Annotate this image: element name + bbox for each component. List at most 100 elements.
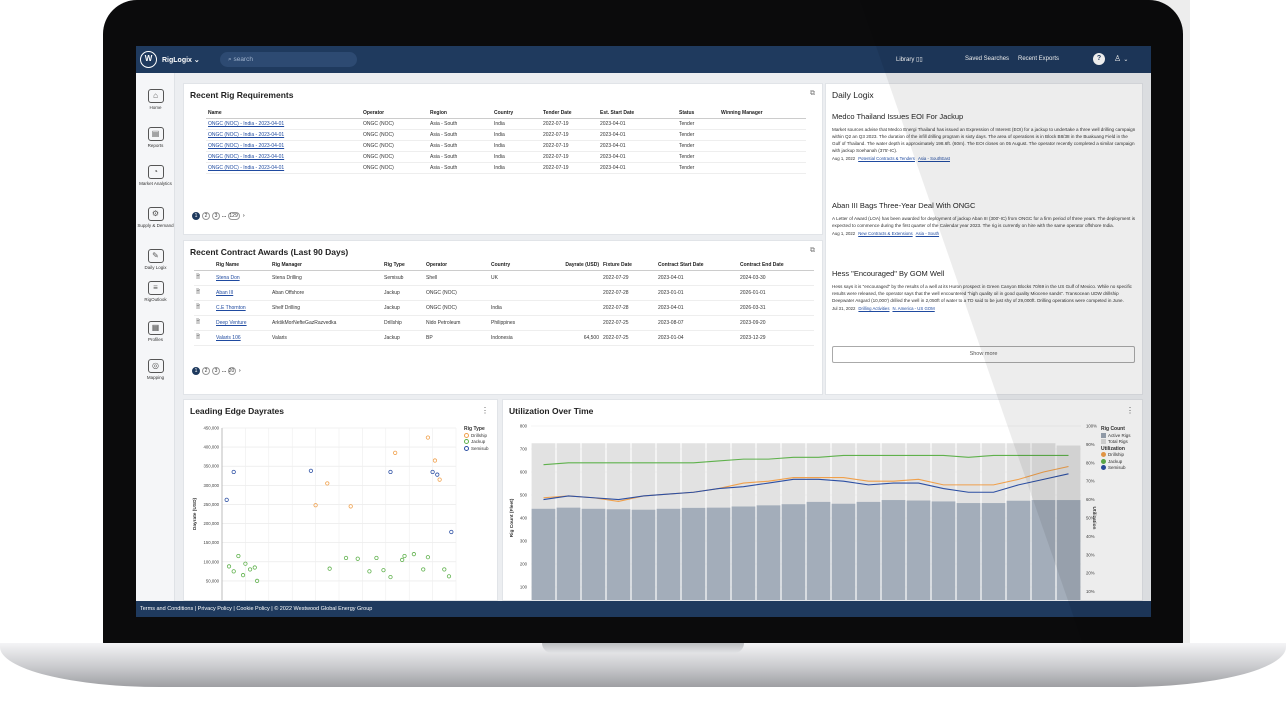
rig-link[interactable]: Stena Don [214,270,270,286]
external-link-icon[interactable]: ⧉ [810,90,815,97]
saved-searches-link[interactable]: Saved Searches [965,56,1010,62]
col-header[interactable]: Winning Manager [719,108,806,119]
sidebar-item-daily-logix[interactable]: ✎ Daily Logix [136,249,175,270]
cell: BP [424,330,489,346]
col-header[interactable]: Country [492,108,541,119]
brand-menu[interactable]: RigLogix ⌄ [162,56,200,64]
requirement-link[interactable]: ONGC (NOC) - India - 2023-04-01 [206,129,361,141]
news-headline[interactable]: Aban III Bags Three-Year Deal With ONGC [832,201,976,210]
y2-tick-label: 90% [1086,442,1095,447]
more-options-icon[interactable]: ⋮ [1126,406,1134,415]
requirement-link[interactable]: ONGC (NOC) - India - 2023-04-01 [206,151,361,163]
col-header[interactable]: Country [489,260,549,271]
table-row[interactable]: ONGC (NOC) - India - 2023-04-01 ONGC (NOC… [206,140,806,152]
y2-tick-label: 40% [1086,534,1095,539]
document-icon[interactable]: 🗎 [194,315,214,331]
table-row[interactable]: 🗎 Aban III Aban Offshore Jackup ONGC (NOC) 20… [194,285,814,301]
more-options-icon[interactable]: ⋮ [481,406,489,415]
table-row[interactable]: ONGC (NOC) - India - 2023-04-01 ONGC (NOC… [206,129,806,141]
cell: Asia - South [428,140,492,152]
sidebar-item-reports[interactable]: ▤ Reports [136,127,175,148]
rig-link[interactable]: Aban III [214,285,270,301]
sidebar-item-profiles[interactable]: ▦ Profiles [136,321,175,342]
page-button[interactable]: 2 [202,367,210,375]
col-header[interactable]: Rig Manager [270,260,382,271]
col-header[interactable]: Est. Start Date [598,108,677,119]
table-row[interactable]: 🗎 Valaris 106 Valaris Jackup BP Indonesia 64,5… [194,330,814,346]
news-tag-link[interactable]: New Contracts & Extensions [858,231,913,236]
page-button[interactable]: 129 [227,212,240,220]
y2-tick-label: 50% [1086,516,1095,521]
document-icon[interactable]: 🗎 [194,285,214,301]
table-row[interactable]: ONGC (NOC) - India - 2023-04-01 ONGC (NOC… [206,151,806,163]
page-button[interactable]: 3 [212,367,220,375]
rig-link[interactable]: Valaris 106 [214,330,270,346]
col-header[interactable]: Rig Name [214,260,270,271]
show-more-button[interactable]: Show more [832,346,1135,363]
table-row[interactable]: 🗎 Deep Venture ArktikMorNefteGazRazvedka Dr… [194,315,814,331]
legend-marker [1101,439,1106,445]
document-icon[interactable]: 🗎 [194,300,214,316]
sidebar-item-market-analytics[interactable]: ◔ Market Analytics [136,165,175,186]
active-rigs-bar [806,501,831,600]
y-tick-label: 800 [520,424,528,429]
recent-exports-link[interactable]: Recent Exports [1018,56,1060,62]
col-header[interactable]: Rig Type [382,260,424,271]
col-header[interactable]: Operator [361,108,428,119]
rig-link[interactable]: Deep Venture [214,315,270,331]
news-tag-link[interactable]: Drilling Activities [858,306,890,311]
page-button[interactable]: 1 [192,367,200,375]
page-button[interactable]: 3 [212,212,220,220]
requirement-link[interactable]: ONGC (NOC) - India - 2023-04-01 [206,118,361,130]
col-header[interactable]: Name [206,108,361,119]
app-logo[interactable]: W [140,51,157,68]
active-rigs-bar [556,507,581,600]
sidebar-item-home[interactable]: ⌂ Home [136,89,175,110]
sidebar-item-mapping[interactable]: ◎ Mapping [136,359,175,380]
news-headline[interactable]: Hess "Encouraged" By GOM Well [832,269,945,278]
col-header[interactable]: Tender Date [541,108,598,119]
panel-title: Daily Logix [832,90,874,100]
rig-link[interactable]: C.E Thornton [214,300,270,316]
col-header[interactable]: Region [428,108,492,119]
col-header[interactable]: Dayrate (USD) [549,260,601,271]
jackup-utilization-line [543,454,1069,466]
col-header[interactable]: Contract Start Date [656,260,738,271]
news-tag-link[interactable]: Asia - South [915,231,940,236]
table-row[interactable]: 🗎 Stena Don Stena Drilling Semisub Shell UK 20… [194,270,814,286]
col-header[interactable]: Status [677,108,719,119]
cell: 2022-07-19 [541,129,598,141]
col-header[interactable]: Operator [424,260,489,271]
user-menu[interactable]: ♙ ⌄ [1114,54,1128,63]
table-row[interactable]: ONGC (NOC) - India - 2023-04-01 ONGC (NOC… [206,162,806,174]
requirement-link[interactable]: ONGC (NOC) - India - 2023-04-01 [206,162,361,174]
legend-label: Jackup [1108,458,1123,464]
sidebar-item-supply-demand[interactable]: ⚙ Supply & Demand [136,207,175,228]
footer-links[interactable]: Terms and Conditions | Privacy Policy | … [140,606,373,612]
table-row[interactable]: ONGC (NOC) - India - 2023-04-01 ONGC (NOC… [206,118,806,130]
col-header[interactable]: Contract End Date [738,260,814,271]
external-link-icon[interactable]: ⧉ [810,247,815,254]
news-tag-link[interactable]: Asia - SouthEast [917,156,950,161]
next-page-button[interactable]: › [238,368,241,374]
cell: India [492,118,541,130]
sidebar-item-label: Daily Logix [144,265,167,270]
requirement-link[interactable]: ONGC (NOC) - India - 2023-04-01 [206,140,361,152]
news-tag-link[interactable]: Potential Contracts & Tenders [858,156,915,161]
document-icon[interactable]: 🗎 [194,330,214,346]
news-tag-link[interactable]: N. America - US GOM [892,306,935,311]
page-button[interactable]: 1 [192,212,200,220]
search-input[interactable]: ⌕ search [220,52,357,67]
sidebar-item-rigoutlook[interactable]: ≡ RigOutlook [136,281,175,302]
news-headline[interactable]: Medco Thailand Issues EOI For Jackup [832,112,964,121]
page-button[interactable]: 20 [227,367,236,375]
data-point [247,567,253,572]
next-page-button[interactable]: › [242,213,245,219]
col-header[interactable]: Fixture Date [601,260,656,271]
library-link[interactable]: Library ▯▯ [896,56,923,63]
document-icon[interactable]: 🗎 [194,270,214,286]
table-row[interactable]: 🗎 C.E Thornton Shelf Drilling Jackup ONGC (N… [194,300,814,316]
page-button[interactable]: 2 [202,212,210,220]
help-button[interactable]: ? [1093,53,1105,65]
